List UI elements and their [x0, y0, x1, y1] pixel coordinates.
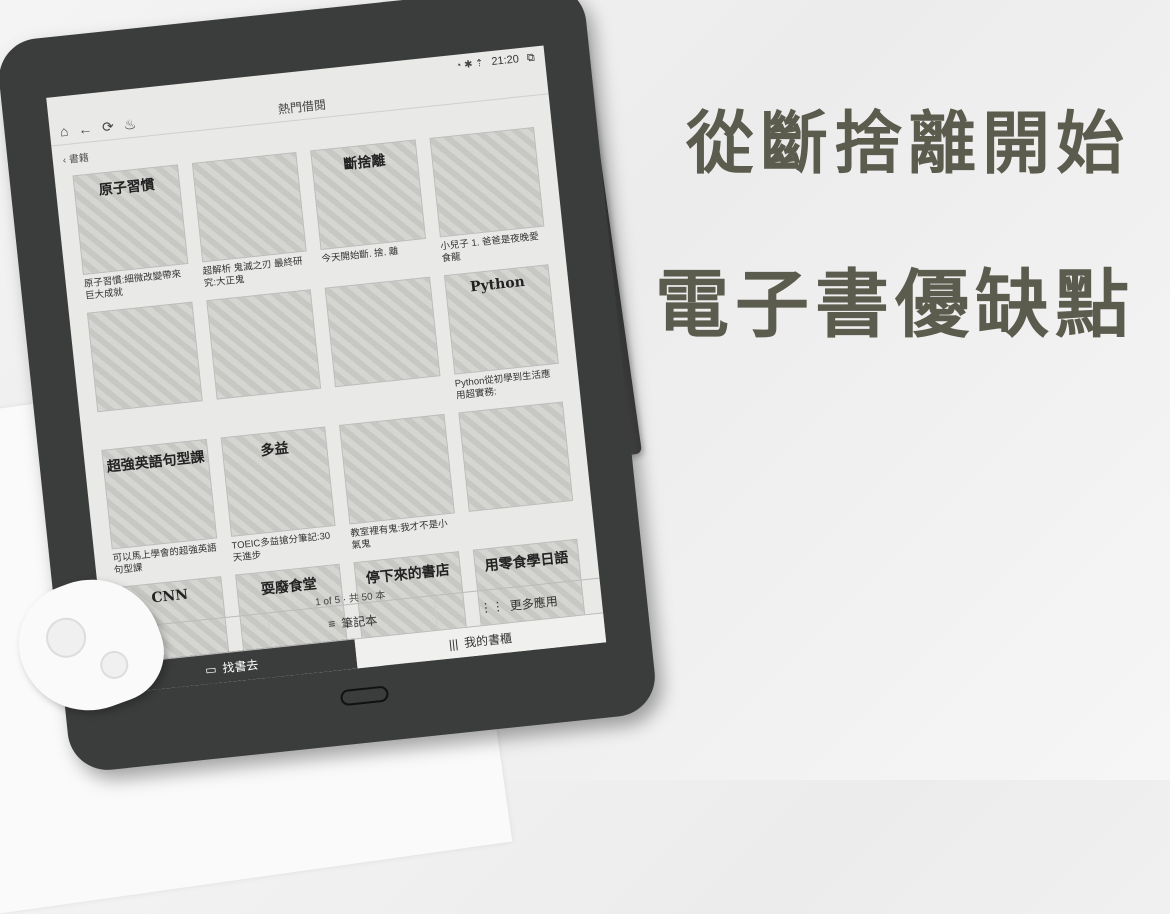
- book-cover: [339, 413, 455, 525]
- book-cover: Python: [443, 264, 559, 375]
- book-cover: [191, 151, 307, 263]
- bookshelf-icon: |||: [448, 636, 459, 652]
- book-item[interactable]: 斷捨離 今天開始斷. 捨. 離: [310, 139, 428, 277]
- book-item[interactable]: 多益 TOEIC多益搶分筆記:30天進步: [220, 426, 338, 564]
- tab-find-books-label: 找書去: [221, 657, 260, 676]
- book-cover: 超強英語句型課: [101, 438, 217, 550]
- more-apps-label: 更多應用: [509, 593, 559, 613]
- headline-line-2: 電子書優缺點: [655, 262, 1135, 348]
- book-cover: 多益: [220, 426, 336, 537]
- book-cover: [86, 301, 203, 413]
- open-book-icon: ▭: [204, 661, 218, 677]
- status-time: 21:20: [490, 53, 520, 69]
- notebook-label: 筆記本: [340, 612, 378, 631]
- book-item[interactable]: 原子習慣 原子習慣:細微改變帶來巨大成就: [72, 164, 190, 302]
- book-cover: [429, 126, 545, 238]
- book-cover: 斷捨離: [310, 139, 426, 250]
- book-item[interactable]: [86, 301, 205, 440]
- wifi-icon: ◔ ✱ ⇡: [454, 57, 485, 72]
- remote-button-large[interactable]: [40, 612, 92, 664]
- window-icon[interactable]: ⧉: [526, 51, 536, 64]
- book-item[interactable]: [205, 289, 324, 427]
- book-item[interactable]: 教室裡有鬼:我才不是小氣鬼: [339, 413, 457, 552]
- back-icon[interactable]: ←: [77, 120, 93, 138]
- light-icon[interactable]: ♨: [122, 115, 137, 133]
- tab-my-bookshelf-label: 我的書櫃: [463, 631, 513, 651]
- book-cover: [457, 401, 574, 512]
- book-cover: 原子習慣: [72, 164, 188, 275]
- book-item[interactable]: 超強英語句型課 可以馬上學會的超強英語句型課: [101, 438, 219, 577]
- book-cover: [205, 289, 322, 400]
- book-item[interactable]: [324, 276, 443, 415]
- headline-line-1: 從斷捨離開始: [685, 104, 1130, 184]
- book-item[interactable]: Python Python從初學到生活應用超實務:: [443, 264, 561, 402]
- book-item[interactable]: 超解析 鬼滅之刃 最終研究:大正鬼: [191, 151, 309, 290]
- apps-grid-icon: ⋮⋮: [479, 598, 505, 616]
- home-icon[interactable]: ⌂: [58, 122, 70, 140]
- notebook-icon: ≡: [327, 616, 336, 632]
- book-cover: [324, 276, 440, 388]
- remote-button-small[interactable]: [96, 646, 133, 683]
- book-item[interactable]: 小兒子 1. 爸爸是夜晚愛食龍: [429, 126, 547, 265]
- refresh-icon[interactable]: ⟳: [101, 117, 115, 135]
- home-button[interactable]: [339, 685, 390, 707]
- book-item[interactable]: [457, 401, 576, 539]
